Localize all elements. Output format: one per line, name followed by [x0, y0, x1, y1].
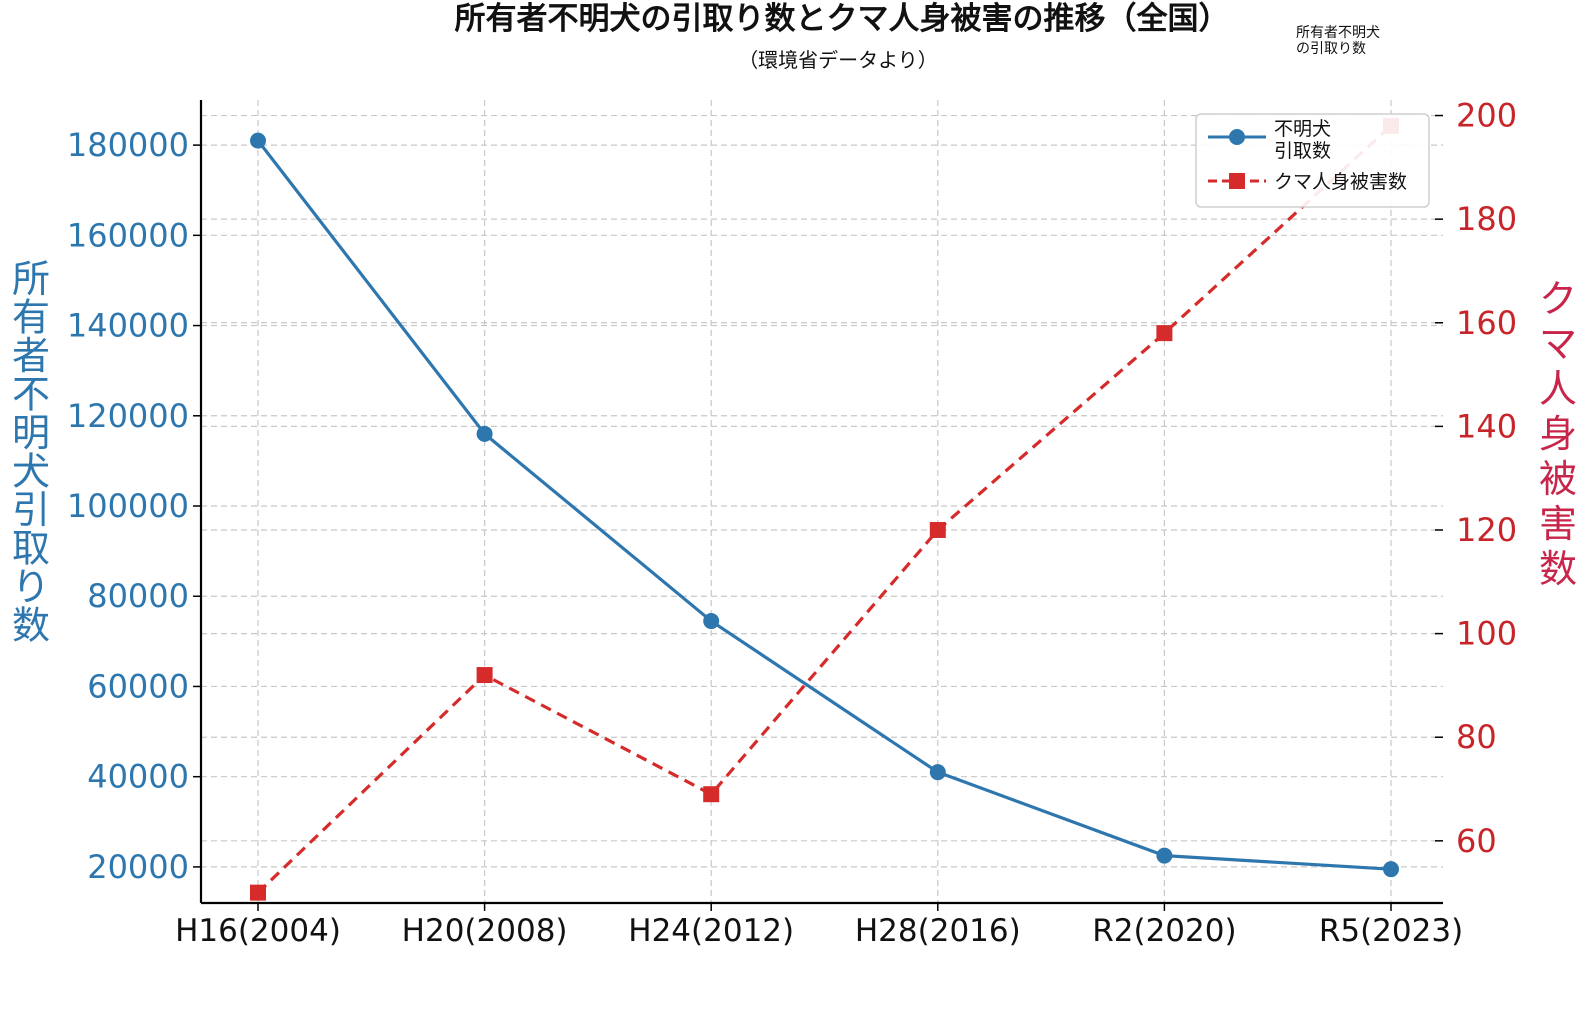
x-tick-label: R2(2020) [1092, 913, 1236, 949]
x-tick-label: H28(2016) [855, 913, 1021, 949]
grid-lines [201, 100, 1443, 903]
left-tick-label: 180000 [67, 126, 189, 164]
chart-subtitle: （環境省データより） [738, 48, 938, 72]
corner-note-line-1: 所有者不明犬 [1296, 25, 1380, 41]
axes [199, 100, 1443, 905]
legend-label-dogs-line-1: 不明犬 [1274, 118, 1331, 140]
data-point-0 [1383, 861, 1399, 878]
left-tick-label: 100000 [67, 487, 189, 525]
data-point-1 [703, 786, 720, 803]
left-tick-label: 160000 [67, 216, 189, 254]
right-tick-label: 60 [1456, 822, 1497, 860]
x-tick-label: R5(2023) [1319, 913, 1463, 949]
left-tick-label: 120000 [67, 397, 189, 435]
right-tick-label: 100 [1456, 615, 1517, 653]
right-tick-label: 200 [1456, 97, 1517, 135]
right-y-axis-label: クマ人身被害数 [1539, 277, 1577, 591]
right-tick-label: 80 [1456, 718, 1497, 756]
right-tick-label: 160 [1456, 304, 1517, 342]
right-tick-label: 140 [1456, 407, 1517, 445]
left-y-axis-label: 所有者不明犬引取り数 [12, 257, 50, 648]
data-point-1 [1156, 325, 1173, 342]
data-point-1 [929, 521, 946, 538]
left-tick-label: 40000 [87, 758, 189, 796]
left-tick-label: 20000 [87, 848, 189, 886]
data-point-0 [929, 764, 946, 781]
chart-title: 所有者不明犬の引取り数とクマ人身被害の推移（全国） [455, 1, 1230, 37]
legend-marker-dogs [1229, 129, 1245, 145]
data-point-0 [476, 425, 493, 442]
right-tick-label: 180 [1456, 200, 1517, 238]
series [250, 117, 1399, 901]
x-tick-label: H20(2008) [402, 913, 568, 949]
legend-label-bears: クマ人身被害数 [1274, 171, 1407, 193]
x-ticks: H16(2004) H20(2008) H24(2012) H28(2016) R2(2… [175, 903, 1463, 949]
right-y-ticks: 60 80 100 120 140 160 180 200 [1435, 97, 1517, 860]
left-y-ticks: 20000 40000 60000 80000 100000 120000 140000 16… [67, 126, 201, 886]
data-point-0 [250, 132, 266, 149]
data-point-0 [703, 613, 720, 630]
data-point-0 [1156, 847, 1173, 864]
left-axis-label-text: 所有者不明犬引取り数 [12, 257, 50, 648]
x-tick-label: H24(2012) [628, 913, 794, 949]
legend: 不明犬 引取数 クマ人身被害数 [1195, 113, 1430, 208]
legend-marker-bears [1229, 173, 1245, 189]
data-point-1 [250, 884, 266, 901]
right-tick-label: 120 [1456, 511, 1517, 549]
left-tick-label: 80000 [87, 577, 189, 615]
legend-label-dogs-line-2: 引取数 [1274, 140, 1331, 162]
data-point-1 [476, 667, 493, 684]
left-tick-label: 60000 [87, 667, 189, 705]
series-line-0 [256, 139, 1392, 871]
right-axis-label-text: クマ人身被害数 [1539, 277, 1577, 591]
corner-note-line-2: の引取り数 [1296, 41, 1366, 57]
series-line-1 [256, 124, 1393, 894]
x-tick-label: H16(2004) [175, 913, 341, 949]
left-tick-label: 140000 [67, 307, 189, 345]
